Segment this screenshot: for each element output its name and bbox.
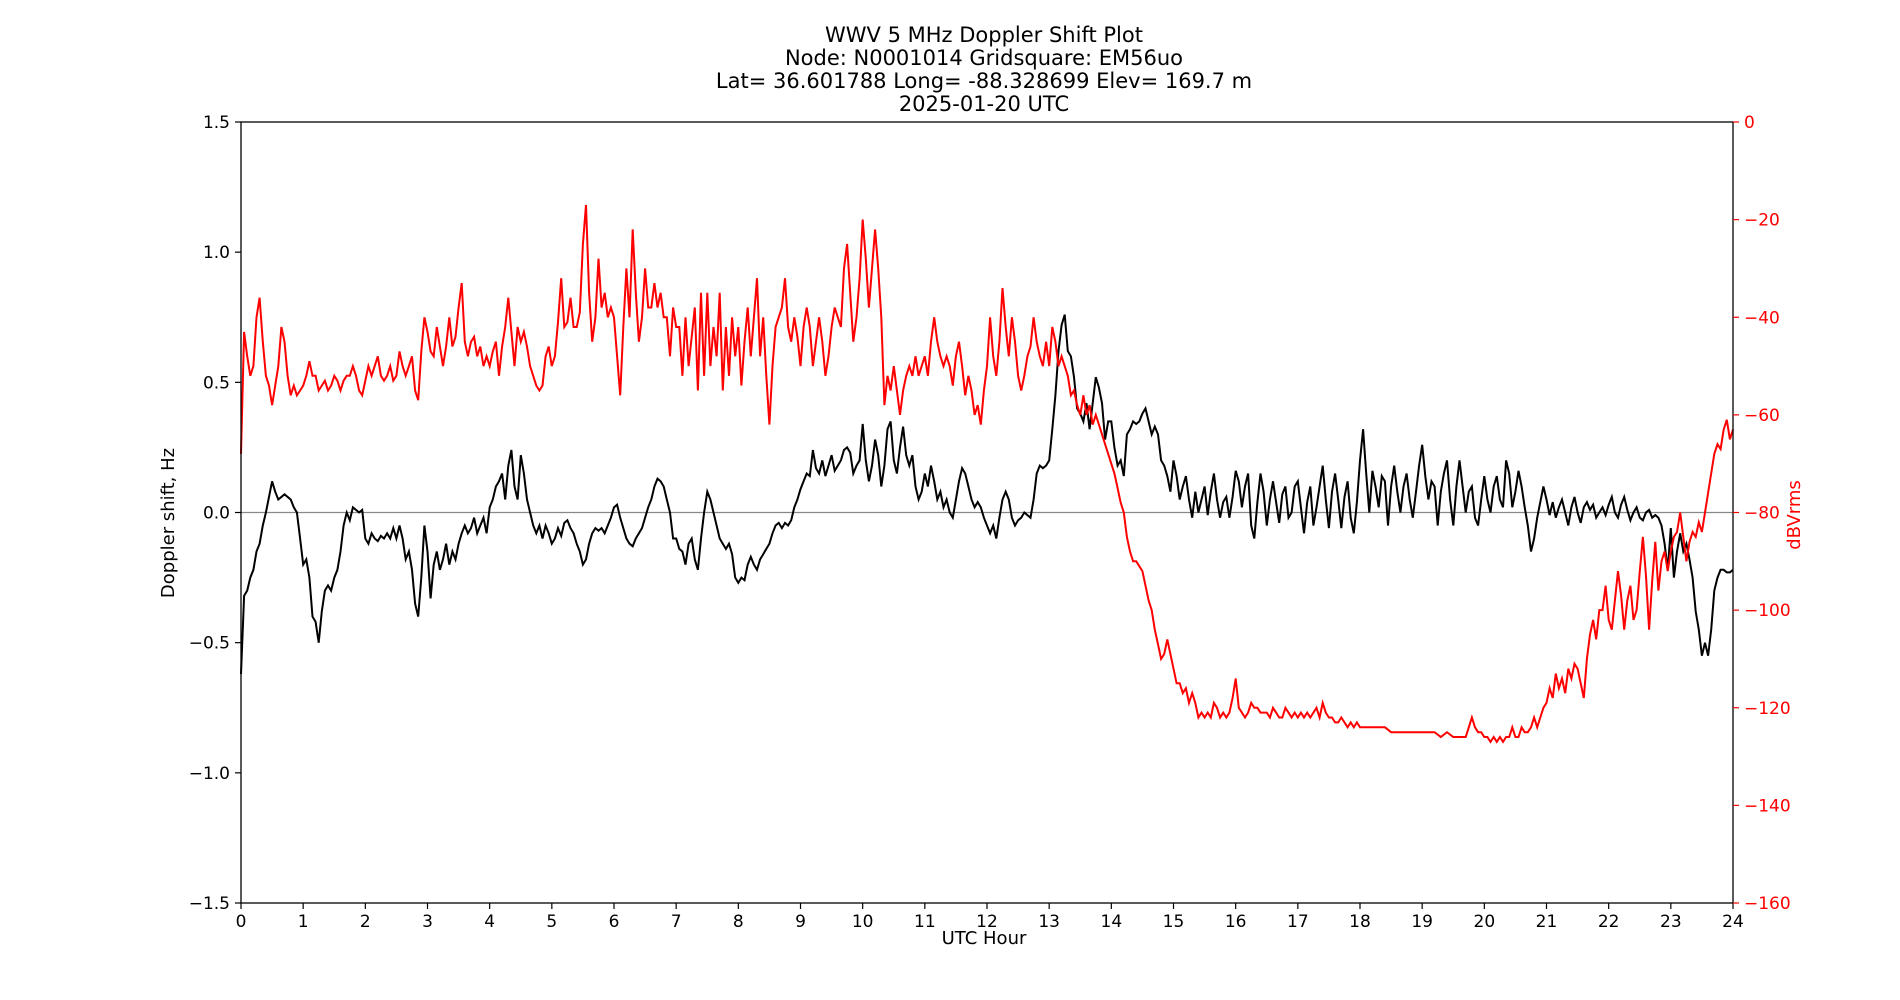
x-tick-label: 7 [671, 912, 682, 932]
y-tick-label: 1.0 [203, 243, 230, 263]
y-tick-label: −1.0 [189, 764, 230, 784]
x-tick-label: 18 [1349, 912, 1371, 932]
title-line-1: WWV 5 MHz Doppler Shift Plot [825, 23, 1143, 47]
x-tick-label: 22 [1598, 912, 1620, 932]
x-tick-label: 21 [1536, 912, 1558, 932]
x-tick-label: 4 [484, 912, 495, 932]
y2-tick-label: −60 [1744, 406, 1780, 426]
title-line-4: 2025-01-20 UTC [899, 92, 1069, 116]
x-tick-label: 3 [422, 912, 433, 932]
x-tick-label: 23 [1660, 912, 1682, 932]
x-tick-label: 20 [1474, 912, 1496, 932]
y2-tick-label: −40 [1744, 308, 1780, 328]
x-axis-ticks: 0 1 2 3 4 5 6 7 8 9 10 11 12 13 14 15 16 17 18 19 20 21 22 23 24 [236, 903, 1744, 932]
x-tick-label: 10 [852, 912, 874, 932]
y2-axis-ticks: −160 −140 −120 −100 −80 −60 −40 −20 0 [1733, 113, 1791, 914]
x-axis-label: UTC Hour [942, 928, 1027, 949]
title-line-3: Lat= 36.601788 Long= -88.328699 Elev= 16… [716, 69, 1252, 93]
x-tick-label: 1 [298, 912, 309, 932]
x-tick-label: 8 [733, 912, 744, 932]
y-tick-label: 0.0 [203, 504, 230, 524]
title-line-2: Node: N0001014 Gridsquare: EM56uo [785, 46, 1183, 70]
x-tick-label: 5 [546, 912, 557, 932]
y-axis-label: Doppler shift, Hz [158, 448, 179, 598]
y-tick-label: −0.5 [189, 634, 230, 654]
y2-tick-label: −80 [1744, 504, 1780, 524]
y2-axis-label: dBVrms [1784, 480, 1805, 550]
y2-tick-label: 0 [1744, 113, 1755, 133]
x-tick-label: 9 [795, 912, 806, 932]
chart-title: WWV 5 MHz Doppler Shift Plot Node: N0001… [716, 23, 1252, 116]
x-tick-label: 0 [236, 912, 247, 932]
y-tick-label: 0.5 [203, 373, 230, 393]
x-tick-label: 15 [1163, 912, 1185, 932]
y-tick-label: 1.5 [203, 113, 230, 133]
y2-tick-label: −120 [1744, 699, 1791, 719]
x-tick-label: 16 [1225, 912, 1247, 932]
y2-tick-label: −100 [1744, 601, 1791, 621]
x-tick-label: 6 [609, 912, 620, 932]
x-tick-label: 2 [360, 912, 371, 932]
x-tick-label: 11 [914, 912, 936, 932]
series-power-line [240, 204, 1734, 744]
y2-tick-label: −140 [1744, 796, 1791, 816]
y2-tick-label: −160 [1744, 894, 1791, 914]
x-tick-label: 17 [1287, 912, 1309, 932]
y2-tick-label: −20 [1744, 211, 1780, 231]
plot-series [240, 204, 1734, 744]
x-tick-label: 14 [1101, 912, 1123, 932]
x-tick-label: 24 [1722, 912, 1744, 932]
series-doppler-line [240, 314, 1734, 674]
y-tick-label: −1.5 [189, 894, 230, 914]
y-axis-ticks: −1.5 −1.0 −0.5 0.0 0.5 1.0 1.5 [189, 113, 241, 914]
x-tick-label: 19 [1411, 912, 1433, 932]
x-tick-label: 12 [976, 912, 998, 932]
x-tick-label: 13 [1038, 912, 1060, 932]
